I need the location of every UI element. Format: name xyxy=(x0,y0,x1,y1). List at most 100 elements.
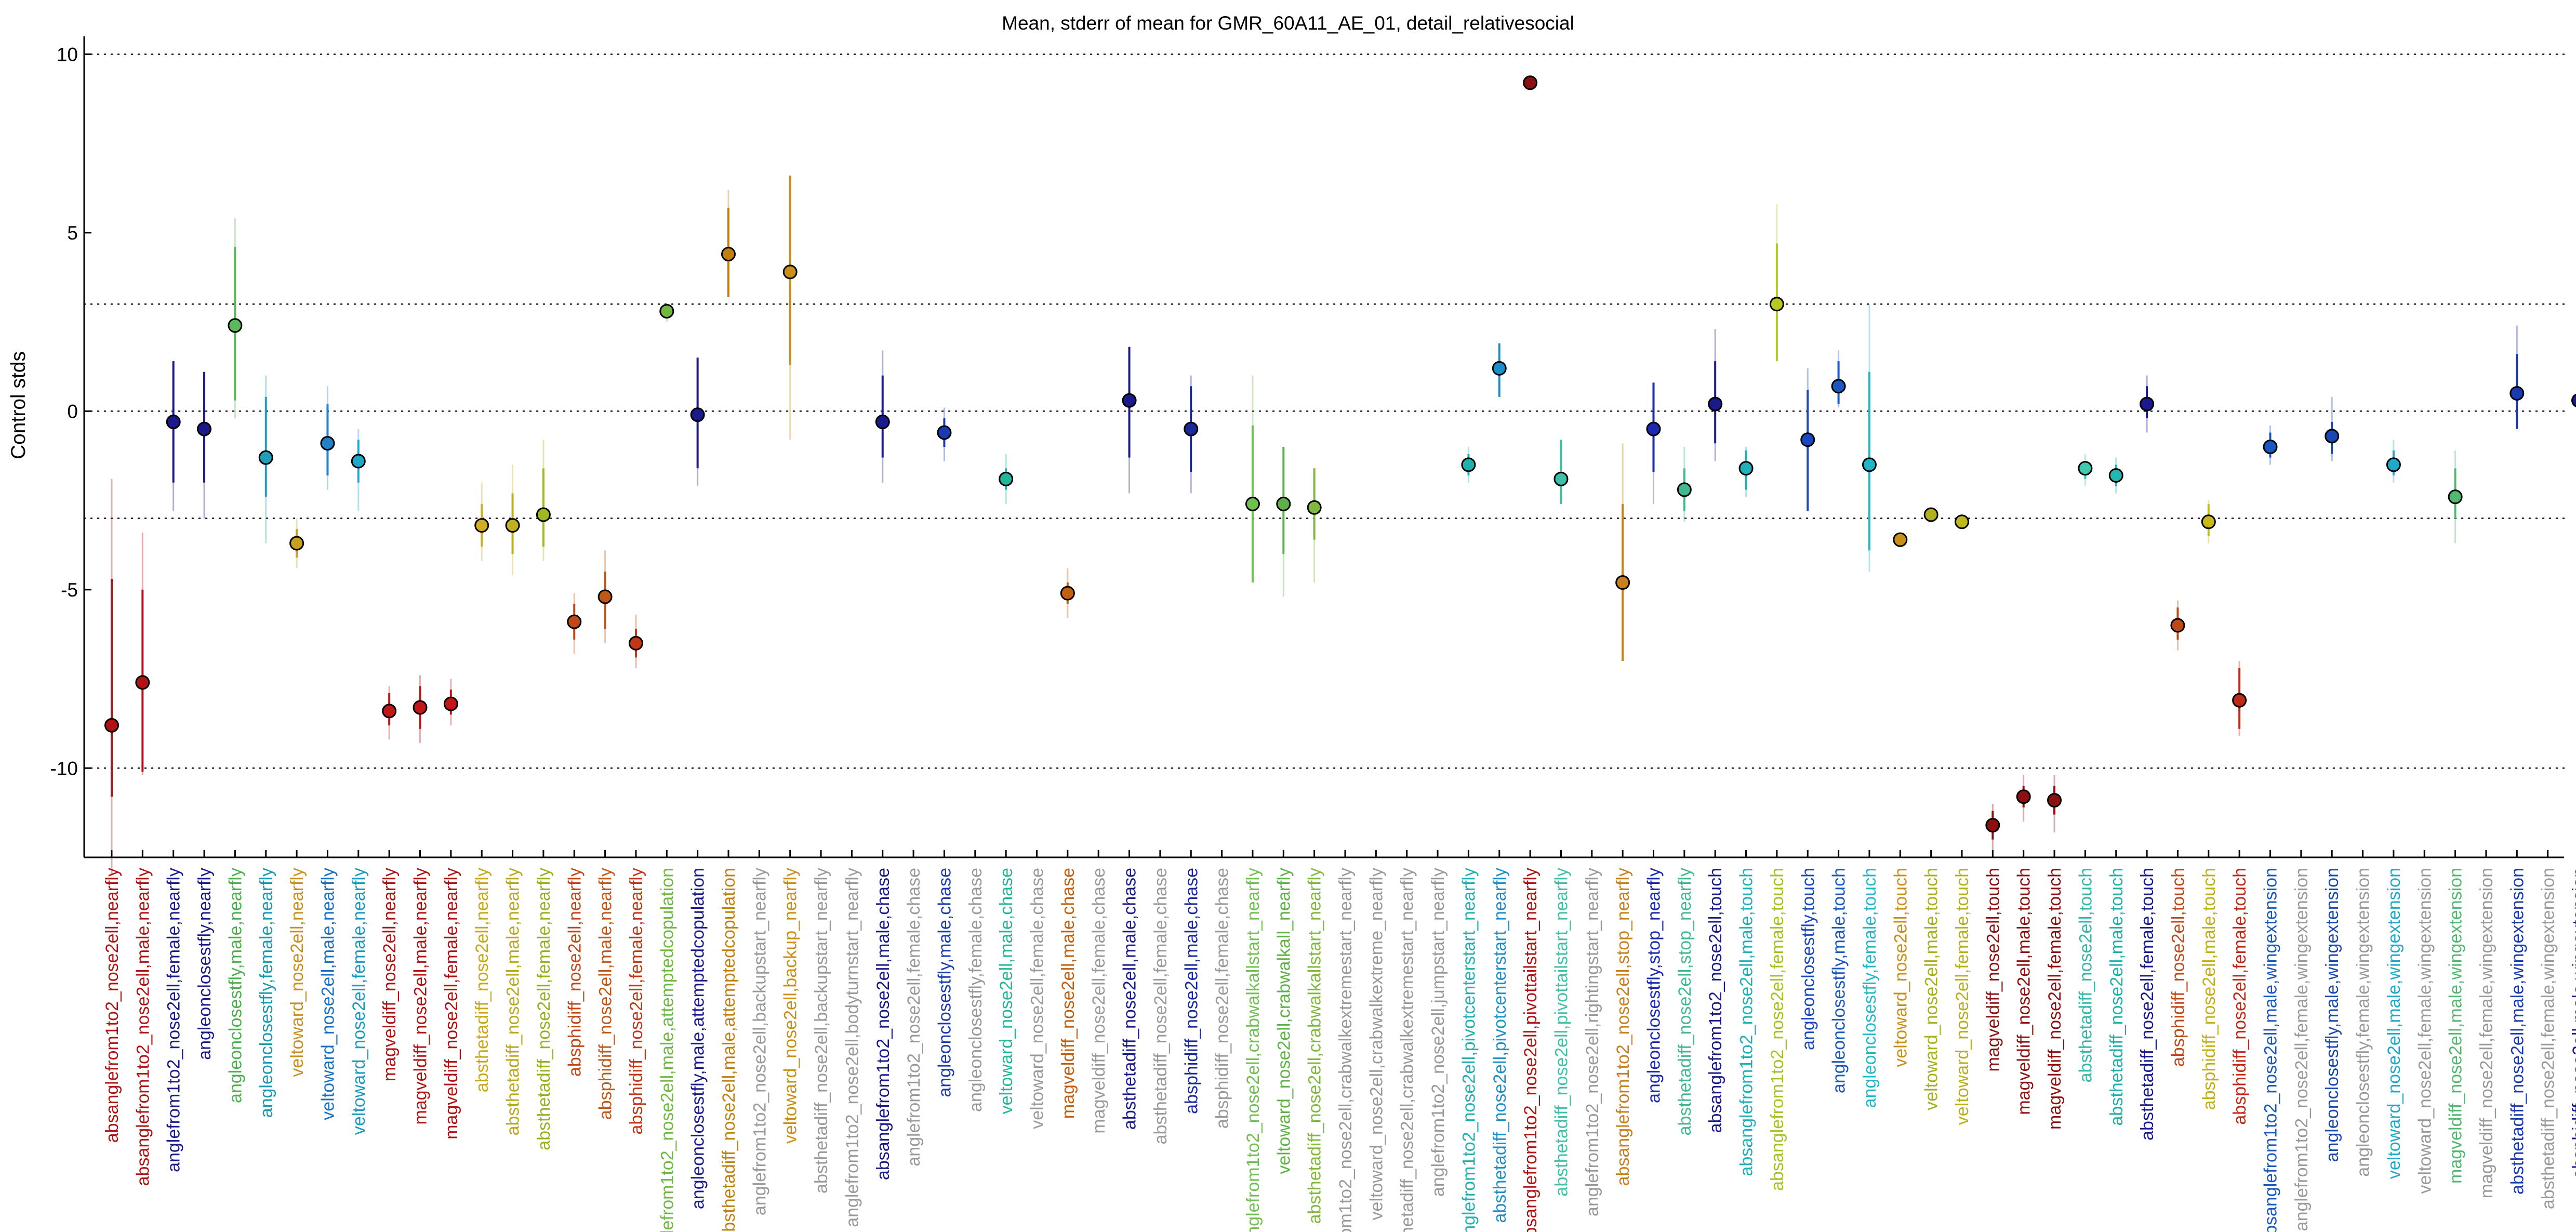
mean-marker xyxy=(351,454,366,469)
x-tick-label: absthetadiff_nose2ell,pivottailstart_nea… xyxy=(1551,868,1571,1197)
mean-marker xyxy=(2325,429,2340,444)
x-tick-label: absanglefrom1to2_nose2ell,male,chase xyxy=(873,868,893,1180)
x-tick-label: anglefrom1to2_nose2ell,female,chase xyxy=(904,868,924,1167)
x-tick-label: angleonclosestfly,female,chase xyxy=(966,868,986,1112)
mean-marker xyxy=(659,303,674,319)
x-tick-label: absthetadiff_nose2ell,stop_nearfly xyxy=(1675,868,1695,1135)
mean-marker xyxy=(1862,457,1877,472)
chart-title: Mean, stderr of mean for GMR_60A11_AE_01… xyxy=(1002,12,1574,34)
x-tick-label: absphidiff_nose2ell,male,wingextension xyxy=(2569,868,2576,1179)
mean-marker xyxy=(1523,75,1538,90)
x-tick-label: anglefrom1to2_nose2ell,bodyturnstart_nea… xyxy=(842,868,862,1227)
mean-marker xyxy=(2016,789,2031,804)
x-tick-label: veltoward_nose2ell,female,nearfly xyxy=(349,868,369,1135)
x-tick-label: anglefrom1to2_nose2ell,pivotcenterstart_… xyxy=(1459,868,1479,1232)
y-axis-label: Control stds xyxy=(7,351,30,459)
x-tick-label: angleonclosestfly,male,wingextension xyxy=(2322,868,2342,1162)
mean-marker xyxy=(875,414,890,429)
mean-marker xyxy=(1245,496,1260,511)
mean-marker xyxy=(782,264,798,280)
mean-marker xyxy=(443,696,458,711)
mean-marker xyxy=(1461,457,1476,472)
x-tick-label: absanglefrom1to2_nose2ell,male,nearfly xyxy=(133,868,153,1186)
y-tick-label: -10 xyxy=(50,758,78,779)
y-tick-label: -5 xyxy=(61,579,78,601)
reference-lines xyxy=(83,54,2565,769)
mean-marker xyxy=(2386,457,2401,472)
x-tick-label: veltoward_nose2ell,backup_nearfly xyxy=(781,868,801,1144)
x-tick-label: absphidiff_nose2ell,female,touch xyxy=(2230,868,2250,1125)
mean-markers xyxy=(104,75,2576,833)
mean-marker xyxy=(505,518,520,533)
mean-marker xyxy=(2232,693,2247,708)
x-tick-label: absphidiff_nose2ell,male,chase xyxy=(1181,868,1201,1114)
mean-marker xyxy=(413,700,428,715)
x-tick-label: angleonclosestfly,female,nearfly xyxy=(257,868,276,1118)
mean-marker xyxy=(1553,471,1569,486)
x-tick-label: magveldiff_nose2ell,male,wingextension xyxy=(2446,868,2466,1184)
x-tick-label: absphidiff_nose2ell,male,touch xyxy=(2199,868,2219,1110)
mean-marker xyxy=(1893,532,1908,547)
y-tick-label: 10 xyxy=(57,44,78,65)
x-tick-label: veltoward_nose2ell,male,touch xyxy=(1922,868,1942,1110)
x-tick-label: absphidiff_nose2ell,touch xyxy=(2168,868,2188,1067)
x-tick-label: absanglefrom1to2_nose2ell,pivottailstart… xyxy=(1521,868,1541,1232)
axes xyxy=(83,36,2564,858)
mean-marker xyxy=(690,407,705,422)
mean-marker xyxy=(1677,482,1692,497)
x-tick-label: anglefrom1to2_nose2ell,male,attemptedcop… xyxy=(657,868,677,1232)
x-tick-label: absthetadiff_nose2ell,nearfly xyxy=(472,868,492,1092)
x-tick-label: magveldiff_nose2ell,male,touch xyxy=(2014,868,2034,1115)
mean-marker xyxy=(937,425,952,440)
x-tick-label: absthetadiff_nose2ell,backupstart_nearfl… xyxy=(812,868,831,1194)
x-tick-label: anglefrom1to2_nose2ell,female,wingextens… xyxy=(2292,868,2312,1231)
mean-marker xyxy=(1615,575,1630,590)
mean-marker xyxy=(197,421,212,436)
mean-marker xyxy=(2263,440,2278,454)
mean-marker xyxy=(474,518,489,533)
y-tick-label: 0 xyxy=(67,401,78,422)
x-tick-label: anglefrom1to2_nose2ell,jumpstart_nearfly xyxy=(1428,868,1448,1197)
x-tick-label: absphidiff_nose2ell,nearfly xyxy=(565,868,585,1077)
x-tick-label: veltoward_nose2ell,female,touch xyxy=(1953,868,1972,1125)
mean-marker xyxy=(1831,379,1846,394)
mean-marker xyxy=(228,318,243,333)
x-tick-label: magveldiff_nose2ell,female,nearfly xyxy=(442,868,461,1140)
mean-marker xyxy=(1122,393,1137,408)
mean-marker xyxy=(1985,818,2000,833)
x-tick-label: angleonclosestfly,touch xyxy=(1798,868,1818,1050)
mean-marker xyxy=(721,247,736,262)
mean-marker xyxy=(1646,421,1661,436)
x-tick-label: veltoward_nose2ell,crabwalkextreme_nearf… xyxy=(1366,868,1386,1220)
mean-marker xyxy=(1769,297,1784,312)
mean-marker xyxy=(2108,468,2123,483)
mean-marker xyxy=(258,450,273,465)
x-tick-label: veltoward_nose2ell,female,chase xyxy=(1028,868,1047,1129)
x-tick-label: veltoward_nose2ell,male,chase xyxy=(997,868,1016,1114)
x-tick-label: veltoward_nose2ell,male,wingextension xyxy=(2384,868,2404,1179)
mean-marker xyxy=(320,436,335,451)
mean-marker xyxy=(1708,396,1723,412)
mean-marker xyxy=(1738,461,1754,476)
mean-marker xyxy=(2448,489,2463,505)
x-tick-label: magveldiff_nose2ell,female,wingextension xyxy=(2477,868,2497,1198)
x-tick-label: absphidiff_nose2ell,male,nearfly xyxy=(596,868,616,1120)
x-tick-label: anglefrom1to2_nose2ell,female,nearfly xyxy=(164,868,184,1172)
x-ticks: absanglefrom1to2_nose2ell,nearfly absangl… xyxy=(102,850,2576,1232)
mean-marker xyxy=(166,414,181,429)
x-tick-label: veltoward_nose2ell,nearfly xyxy=(287,868,307,1077)
x-tick-label: magveldiff_nose2ell,nearfly xyxy=(380,868,400,1081)
x-tick-label: veltoward_nose2ell,crabwalkall_nearfly xyxy=(1274,868,1294,1174)
y-tick-label: 5 xyxy=(67,222,78,244)
mean-marker xyxy=(2571,393,2576,407)
mean-marker xyxy=(1184,421,1199,436)
x-tick-label: angleonclosestfly,male,touch xyxy=(1829,868,1849,1093)
mean-marker xyxy=(2509,386,2525,401)
mean-marker xyxy=(1800,432,1815,447)
x-tick-label: absthetadiff_nose2ell,male,attemptedcopu… xyxy=(719,868,739,1232)
x-tick-label: veltoward_nose2ell,touch xyxy=(1891,868,1910,1067)
x-tick-label: absphidiff_nose2ell,female,chase xyxy=(1213,868,1232,1129)
mean-marker xyxy=(1923,507,1938,522)
x-tick-label: absthetadiff_nose2ell,crabwalkextremesta… xyxy=(1398,868,1417,1232)
x-tick-label: anglefrom1to2_nose2ell,backupstart_nearf… xyxy=(750,868,769,1215)
